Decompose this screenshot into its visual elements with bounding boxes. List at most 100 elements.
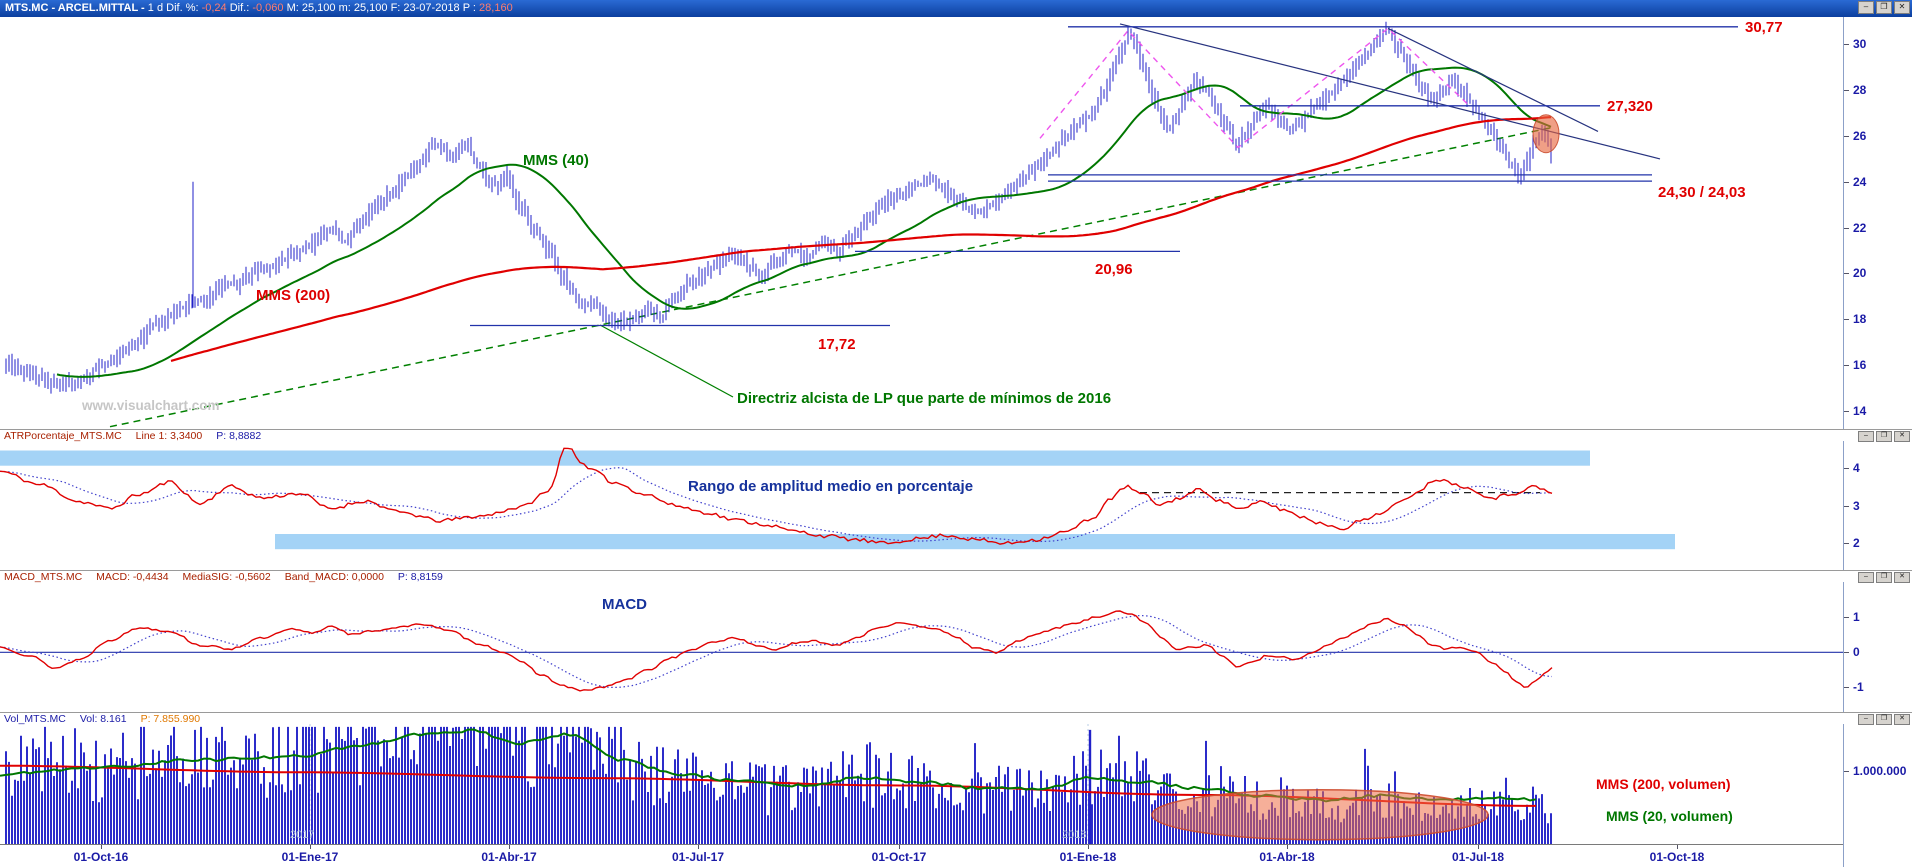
- header-text-segment: -0,24: [201, 2, 227, 14]
- price-level-label: 27,320: [1607, 98, 1653, 115]
- y-tick-label: 20: [1853, 266, 1867, 281]
- y-tick-mark: [1844, 617, 1849, 619]
- y-tick-mark: [1844, 770, 1849, 772]
- y-tick-label: 1.000.000: [1853, 763, 1907, 778]
- x-tick-mark: [899, 845, 900, 849]
- price-level-label: 30,77: [1745, 19, 1783, 36]
- y-tick-label: 4: [1853, 460, 1860, 475]
- y-tick-mark: [1844, 136, 1849, 138]
- chart-window-titlebar[interactable]: MTS.MC - ARCEL.MITTAL - 1 d Dif. %: -0,2…: [0, 0, 1912, 17]
- maximize-button[interactable]: ❐: [1876, 1, 1892, 14]
- minimize-button[interactable]: –: [1858, 431, 1874, 442]
- macd-panel: [0, 582, 1843, 712]
- price-bars: [5, 21, 1552, 394]
- price-scale[interactable]: 30 28 26 24 22 20 18 16 14 4 3 2 1 0 -1 1.000.000: [1843, 17, 1912, 867]
- y-tick-label: 0: [1853, 645, 1860, 660]
- atr-panel: [0, 441, 1843, 570]
- minimize-button[interactable]: –: [1858, 1, 1874, 14]
- maximize-button[interactable]: ❐: [1876, 572, 1892, 583]
- volume-panel: 2017 2018: [0, 724, 1843, 844]
- header-text-segment: 28,160: [479, 2, 513, 14]
- volume-panel-header[interactable]: Vol_MTS.MC Vol: 8.161 P: 7.855.990 – ❐ ✕: [0, 712, 1912, 725]
- titlebar-text: MTS.MC - ARCEL.MITTAL - 1 d Dif. %: -0,2…: [5, 2, 513, 14]
- header-text-segment: Band_MACD: 0,0000: [284, 571, 384, 583]
- x-tick-mark: [1478, 845, 1479, 849]
- vol-mms200-label: MMS (200, volumen): [1596, 776, 1731, 792]
- mms200-label: MMS (200): [256, 287, 331, 304]
- close-button[interactable]: ✕: [1894, 1, 1910, 14]
- header-text-segment: MACD_MTS.MC: [4, 571, 83, 583]
- vol-mms20-label: MMS (20, volumen): [1606, 808, 1733, 824]
- header-text-segment: P: 8,8159: [397, 571, 443, 583]
- header-text-segment: Dif. %:: [166, 2, 202, 14]
- x-tick-mark: [310, 845, 311, 849]
- volume-chart-canvas[interactable]: 2017 2018: [0, 724, 1843, 844]
- x-tick-mark: [101, 845, 102, 849]
- mms40-label: MMS (40): [523, 152, 589, 169]
- y-tick-label: 30: [1853, 37, 1867, 52]
- macd-header-text: MACD_MTS.MC MACD: -0,4434 MediaSIG: -0,560…: [4, 571, 457, 583]
- window-controls: – ❐ ✕: [1858, 572, 1910, 583]
- header-text-segment: 1 d: [147, 2, 167, 14]
- x-tick-mark: [509, 845, 510, 849]
- price-chart-canvas[interactable]: [0, 17, 1843, 429]
- y-tick-mark: [1844, 90, 1849, 92]
- x-tick-label: 01-Ene-17: [281, 850, 339, 864]
- y-tick-mark: [1844, 687, 1849, 689]
- header-text-segment: P :: [459, 2, 480, 14]
- volume-highlight-ellipse: [1151, 788, 1489, 841]
- y-tick-mark: [1844, 543, 1849, 545]
- y-tick-mark: [1844, 319, 1849, 321]
- header-text-segment: F: 23-07-2018: [387, 2, 460, 14]
- atr-line: [0, 447, 1553, 545]
- atr-annotation: Rango de amplitud medio en porcentaje: [688, 478, 974, 495]
- zigzag-magenta: [1039, 27, 1471, 149]
- header-text-segment: Vol: 8.161: [79, 713, 127, 725]
- macd-panel-header[interactable]: MACD_MTS.MC MACD: -0,4434 MediaSIG: -0,560…: [0, 570, 1912, 583]
- y-tick-mark: [1844, 652, 1849, 654]
- header-text-segment: ATRPorcentaje_MTS.MC: [4, 430, 122, 442]
- y-tick-mark: [1844, 364, 1849, 366]
- y-tick-mark: [1844, 505, 1849, 507]
- y-tick-label: 24: [1853, 174, 1867, 189]
- y-tick-mark: [1844, 467, 1849, 469]
- y-tick-label: -1: [1853, 680, 1864, 695]
- window-controls: – ❐ ✕: [1858, 714, 1910, 725]
- maximize-button[interactable]: ❐: [1876, 714, 1892, 725]
- y-tick-label: 1: [1853, 610, 1860, 625]
- y-tick-mark: [1844, 273, 1849, 275]
- atr-chart-canvas[interactable]: [0, 441, 1843, 570]
- header-text-segment: Vol_MTS.MC: [4, 713, 66, 725]
- y-tick-mark: [1844, 181, 1849, 183]
- watermark: www.visualchart.com: [82, 398, 220, 413]
- y-tick-label: 26: [1853, 129, 1867, 144]
- close-button[interactable]: ✕: [1894, 714, 1910, 725]
- descending-line-short: [1387, 27, 1599, 132]
- macd-line: [0, 610, 1553, 692]
- close-button[interactable]: ✕: [1894, 431, 1910, 442]
- x-tick-mark: [1088, 845, 1089, 849]
- header-text-segment: -0,060: [252, 2, 284, 14]
- header-text-segment: MediaSIG: -0,5602: [182, 571, 271, 583]
- macd-chart-canvas[interactable]: [0, 582, 1843, 712]
- atr-band: [0, 450, 1590, 466]
- descending-line-long: [1119, 23, 1661, 160]
- header-text-segment: P: 8,8882: [216, 430, 262, 442]
- minimize-button[interactable]: –: [1858, 714, 1874, 725]
- atr-panel-header[interactable]: ATRPorcentaje_MTS.MC Line 1: 3,3400 P: 8,8…: [0, 429, 1912, 442]
- minimize-button[interactable]: –: [1858, 572, 1874, 583]
- atr-band: [275, 534, 1675, 550]
- time-axis[interactable]: 01-Oct-16 01-Ene-17 01-Abr-17 01-Jul-17 01-O…: [0, 844, 1843, 868]
- x-tick-label: 01-Ene-18: [1059, 850, 1117, 864]
- y-tick-label: 2: [1853, 536, 1860, 551]
- year-label: 2018: [1062, 829, 1086, 841]
- y-tick-mark: [1844, 410, 1849, 412]
- x-tick-label: 01-Jul-17: [671, 850, 725, 864]
- price-level-label: 17,72: [818, 336, 856, 353]
- y-tick-label: 16: [1853, 357, 1867, 372]
- close-button[interactable]: ✕: [1894, 572, 1910, 583]
- y-tick-label: 28: [1853, 83, 1867, 98]
- annotation-callout-line: [599, 324, 734, 398]
- maximize-button[interactable]: ❐: [1876, 431, 1892, 442]
- window-controls: – ❐ ✕: [1858, 1, 1910, 14]
